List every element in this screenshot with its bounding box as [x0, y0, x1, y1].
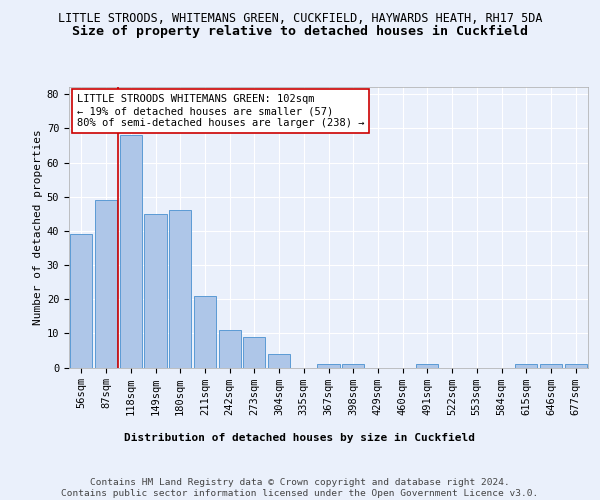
Text: LITTLE STROODS, WHITEMANS GREEN, CUCKFIELD, HAYWARDS HEATH, RH17 5DA: LITTLE STROODS, WHITEMANS GREEN, CUCKFIE…: [58, 12, 542, 26]
Text: Size of property relative to detached houses in Cuckfield: Size of property relative to detached ho…: [72, 25, 528, 38]
Bar: [540, 364, 562, 368]
Bar: [317, 364, 340, 368]
Text: LITTLE STROODS WHITEMANS GREEN: 102sqm
← 19% of detached houses are smaller (57): LITTLE STROODS WHITEMANS GREEN: 102sqm ←…: [77, 94, 364, 128]
Bar: [169, 210, 191, 368]
Bar: [95, 200, 117, 368]
Text: Contains HM Land Registry data © Crown copyright and database right 2024.
Contai: Contains HM Land Registry data © Crown c…: [61, 478, 539, 498]
Bar: [145, 214, 167, 368]
Bar: [515, 364, 538, 368]
Bar: [218, 330, 241, 368]
Bar: [70, 234, 92, 368]
Bar: [268, 354, 290, 368]
Bar: [416, 364, 439, 368]
Bar: [194, 296, 216, 368]
Bar: [243, 337, 265, 368]
Text: Distribution of detached houses by size in Cuckfield: Distribution of detached houses by size …: [125, 432, 476, 442]
Bar: [119, 136, 142, 368]
Bar: [565, 364, 587, 368]
Y-axis label: Number of detached properties: Number of detached properties: [32, 130, 43, 326]
Bar: [342, 364, 364, 368]
